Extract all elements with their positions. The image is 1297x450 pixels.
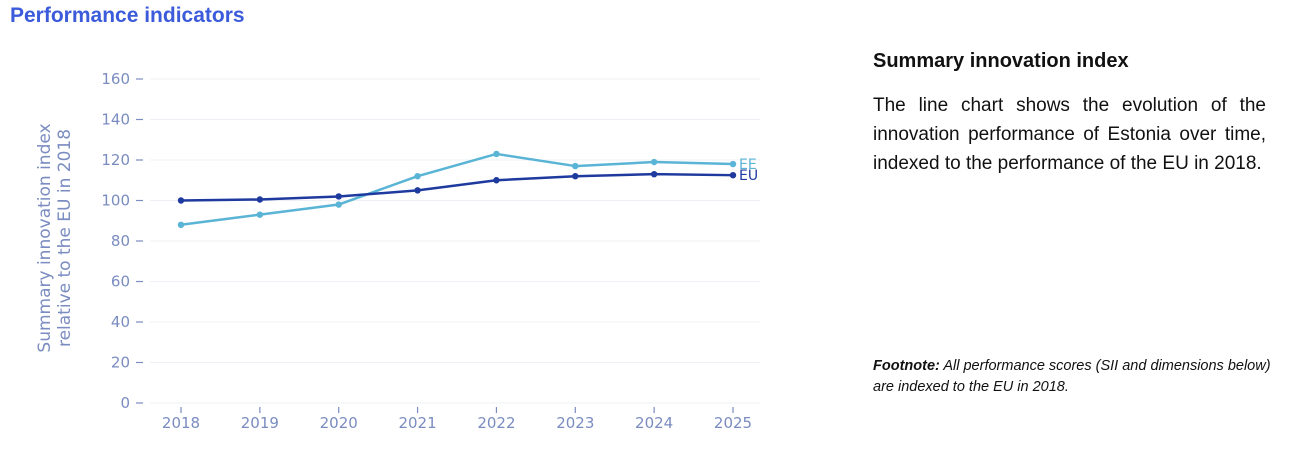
data-point-eu xyxy=(650,170,658,178)
data-point-eu xyxy=(493,177,500,184)
x-axis: 2018 2019 2020 2021 2022 2023 2024 2025 xyxy=(162,407,752,432)
x-tick-label: 2024 xyxy=(635,414,673,432)
y-axis-title-line1: Summary innovation index xyxy=(35,123,55,352)
data-point-ee xyxy=(650,158,658,166)
grid-lines xyxy=(150,78,760,404)
x-tick-label: 2018 xyxy=(162,414,200,432)
data-point-ee xyxy=(335,201,342,208)
x-tick-label: 2021 xyxy=(398,414,436,432)
y-tick-label: 80 xyxy=(111,232,130,250)
data-point-eu xyxy=(729,171,737,179)
x-tick-label: 2025 xyxy=(714,414,752,432)
x-tick-label: 2020 xyxy=(320,414,358,432)
data-point-eu xyxy=(572,173,579,180)
y-tick-label: 40 xyxy=(111,313,130,331)
series-label-eu: EU xyxy=(739,168,758,184)
panel-title: Summary innovation index xyxy=(873,50,1129,72)
y-tick-label: 0 xyxy=(120,394,130,412)
data-point-ee xyxy=(177,221,185,228)
y-tick-label: 140 xyxy=(101,111,130,129)
y-axis-title-line2: relative to the EU in 2018 xyxy=(55,129,75,347)
series-line-eu xyxy=(180,172,734,202)
x-tick-label: 2022 xyxy=(477,414,515,432)
footnote-label: Footnote: xyxy=(873,358,940,374)
data-point-eu xyxy=(335,193,342,200)
data-point-eu xyxy=(414,187,421,194)
series-label-ee: EE xyxy=(739,157,757,173)
y-tick-label: 120 xyxy=(101,151,130,169)
panel-description: The line chart shows the evolution of th… xyxy=(873,95,1266,174)
data-point-ee xyxy=(572,162,579,170)
data-point-eu xyxy=(177,197,185,204)
y-axis: 0 20 40 60 80 100 120 140 160 xyxy=(101,70,143,412)
footnote: Footnote: All performance scores (SII an… xyxy=(873,356,1273,398)
y-tick-label: 60 xyxy=(111,273,130,291)
x-tick-label: 2023 xyxy=(556,414,594,432)
data-point-eu xyxy=(256,196,264,203)
x-tick-label: 2019 xyxy=(241,414,279,432)
y-tick-label: 20 xyxy=(111,354,130,372)
data-point-ee xyxy=(729,160,737,168)
data-point-ee xyxy=(256,211,264,218)
series-line-ee xyxy=(180,152,734,227)
data-point-ee xyxy=(414,173,421,180)
page-title: Performance indicators xyxy=(10,4,245,27)
data-point-ee xyxy=(493,150,500,158)
summary-panel: Summary innovation index The line chart … xyxy=(873,50,1266,178)
footnote-text: All performance scores (SII and dimensio… xyxy=(873,358,1271,395)
y-tick-label: 100 xyxy=(101,192,130,210)
y-tick-label: 160 xyxy=(101,70,130,88)
